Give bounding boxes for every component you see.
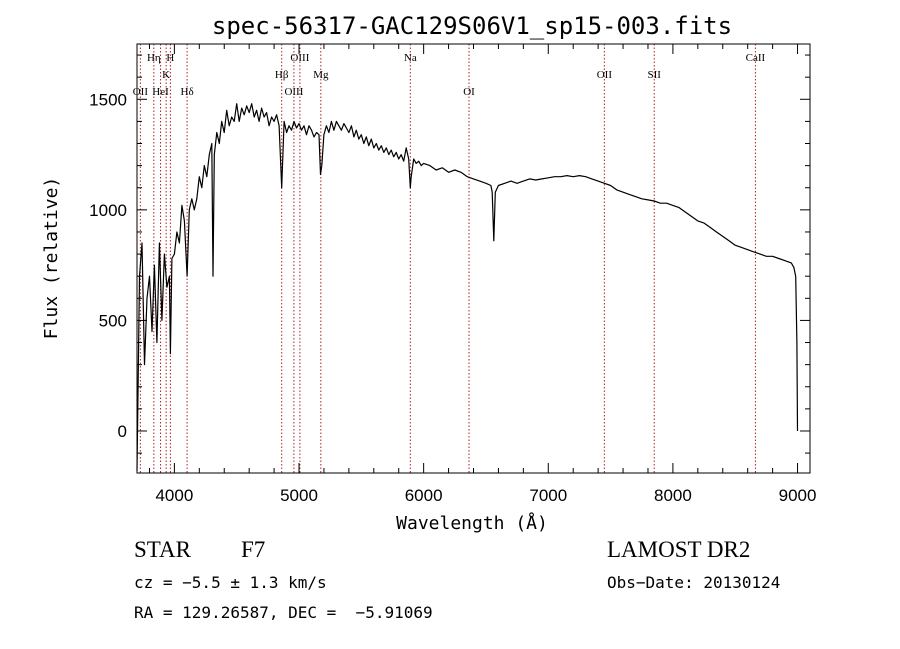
spectrum-series-0 (136, 103, 799, 471)
spectral-subclass: F7 (241, 537, 266, 562)
x-tick-label-5: 9000 (779, 486, 817, 505)
y-tick-label-3: 1500 (89, 90, 127, 109)
axis-ticks: 4000 5000 6000 7000 8000 9000 0 500 1000 1500 (89, 44, 816, 505)
x-tick-label-3: 7000 (529, 486, 567, 505)
line-label-14: CaII (746, 52, 766, 64)
line-label-0: OII (133, 86, 149, 98)
y-tick-label-2: 1000 (89, 201, 127, 220)
chart-title: spec-56317-GAC129S06V1_sp15-003.fits (212, 12, 732, 40)
line-label-4: H (166, 52, 174, 64)
x-tick-label-1: 5000 (280, 486, 318, 505)
x-axis-label: Wavelength (Å) (396, 512, 548, 534)
y-axis-label: Flux (relative) (41, 177, 62, 340)
sky-coordinates: RA = 129.26587, DEC = −5.91069 (134, 603, 433, 622)
line-label-3: K (162, 69, 170, 81)
line-label-1: Hη (147, 52, 161, 64)
line-label-12: OII (597, 69, 613, 81)
y-tick-label-1: 500 (99, 311, 127, 330)
survey-name: LAMOST DR2 (607, 537, 751, 562)
redshift-velocity: cz = −5.5 ± 1.3 km/s (134, 573, 327, 592)
series-layer (136, 103, 799, 471)
observation-date: Obs−Date: 20130124 (607, 573, 781, 592)
line-label-10: Na (404, 52, 417, 64)
line-label-9: Mg (313, 69, 329, 81)
line-label-13: SII (647, 69, 661, 81)
line-label-2: HeI (152, 86, 169, 98)
x-tick-label-0: 4000 (155, 486, 193, 505)
line-label-8: OIII (290, 52, 309, 64)
x-tick-label-2: 6000 (405, 486, 443, 505)
line-label-11: OI (463, 86, 475, 98)
line-label-5: Hδ (181, 86, 194, 98)
line-label-7: OIII (284, 86, 303, 98)
line-label-6: Hβ (275, 69, 289, 81)
y-tick-label-0: 0 (118, 422, 127, 441)
x-tick-label-4: 8000 (654, 486, 692, 505)
object-class: STAR (134, 537, 191, 562)
